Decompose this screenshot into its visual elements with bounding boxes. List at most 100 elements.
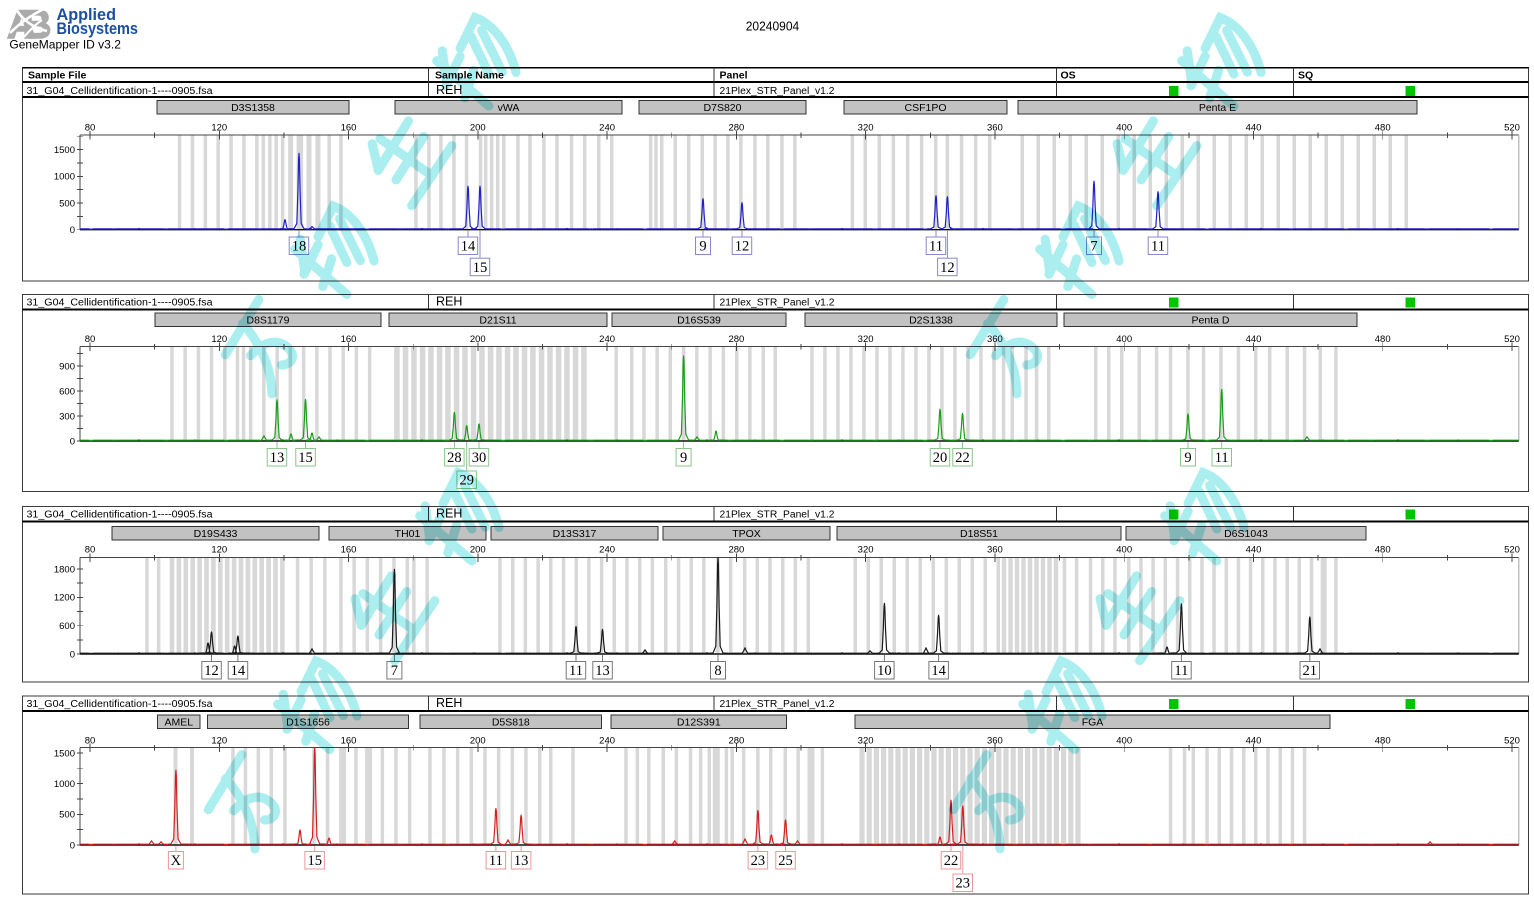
svg-text:21: 21: [1303, 663, 1318, 679]
svg-text:14: 14: [231, 663, 246, 679]
svg-text:280: 280: [728, 735, 744, 746]
svg-text:D12S391: D12S391: [677, 717, 721, 729]
svg-text:REH: REH: [436, 294, 462, 308]
svg-text:10: 10: [877, 663, 892, 679]
svg-text:900: 900: [59, 361, 75, 372]
svg-text:0: 0: [70, 840, 75, 851]
svg-text:240: 240: [599, 544, 615, 555]
svg-text:9: 9: [1184, 450, 1191, 466]
svg-text:Panel: Panel: [720, 70, 748, 82]
svg-text:120: 120: [211, 334, 227, 345]
svg-text:160: 160: [341, 122, 357, 133]
svg-text:20240904: 20240904: [746, 19, 800, 34]
svg-text:23: 23: [956, 876, 971, 892]
svg-text:D8S1179: D8S1179: [246, 315, 289, 327]
svg-text:7: 7: [391, 663, 398, 679]
svg-text:600: 600: [59, 386, 75, 397]
svg-text:OS: OS: [1061, 70, 1076, 82]
svg-text:11: 11: [1174, 663, 1188, 679]
svg-text:Sample File: Sample File: [28, 70, 87, 82]
svg-text:1500: 1500: [54, 748, 75, 759]
svg-text:320: 320: [858, 334, 874, 345]
svg-text:480: 480: [1375, 334, 1391, 345]
svg-text:360: 360: [987, 122, 1003, 133]
svg-text:25: 25: [778, 853, 793, 869]
svg-text:200: 200: [470, 735, 486, 746]
svg-text:480: 480: [1375, 122, 1391, 133]
svg-text:15: 15: [298, 450, 313, 466]
svg-text:280: 280: [728, 544, 744, 555]
svg-text:440: 440: [1246, 735, 1262, 746]
svg-text:1800: 1800: [54, 564, 75, 575]
svg-text:1000: 1000: [54, 172, 75, 183]
svg-text:21Plex_STR_Panel_v1.2: 21Plex_STR_Panel_v1.2: [720, 297, 835, 308]
svg-text:240: 240: [599, 334, 615, 345]
svg-text:280: 280: [728, 334, 744, 345]
svg-text:80: 80: [85, 122, 96, 133]
svg-text:D7S820: D7S820: [704, 102, 742, 114]
svg-text:400: 400: [1116, 544, 1132, 555]
svg-text:440: 440: [1246, 544, 1262, 555]
svg-text:11: 11: [569, 663, 583, 679]
svg-text:240: 240: [599, 122, 615, 133]
svg-text:31_G04_Cellidentification-1---: 31_G04_Cellidentification-1----0905.fsa: [27, 86, 213, 97]
svg-text:14: 14: [931, 663, 946, 679]
svg-text:240: 240: [599, 735, 615, 746]
svg-text:D6S1043: D6S1043: [1224, 528, 1268, 540]
svg-text:11: 11: [1151, 239, 1165, 255]
svg-text:9: 9: [680, 450, 687, 466]
svg-text:280: 280: [728, 122, 744, 133]
svg-text:80: 80: [85, 544, 96, 555]
svg-text:Biosystems: Biosystems: [57, 19, 139, 38]
svg-text:400: 400: [1116, 334, 1132, 345]
svg-text:400: 400: [1116, 122, 1132, 133]
svg-text:600: 600: [59, 621, 75, 632]
svg-text:200: 200: [470, 544, 486, 555]
svg-text:520: 520: [1504, 735, 1520, 746]
svg-text:160: 160: [341, 544, 357, 555]
svg-text:20: 20: [933, 450, 948, 466]
svg-text:160: 160: [341, 334, 357, 345]
svg-text:D3S1358: D3S1358: [231, 102, 275, 114]
svg-text:SQ: SQ: [1298, 70, 1313, 82]
svg-text:360: 360: [987, 544, 1003, 555]
svg-text:320: 320: [858, 544, 874, 555]
svg-text:440: 440: [1246, 334, 1262, 345]
svg-text:TH01: TH01: [395, 528, 421, 540]
svg-text:12: 12: [940, 260, 955, 276]
svg-text:11: 11: [1215, 450, 1229, 466]
svg-text:CSF1PO: CSF1PO: [904, 102, 946, 114]
svg-text:D2S1338: D2S1338: [909, 315, 953, 327]
svg-text:80: 80: [85, 735, 96, 746]
svg-text:15: 15: [307, 853, 322, 869]
svg-text:0: 0: [70, 436, 75, 447]
svg-text:11: 11: [929, 239, 943, 255]
svg-text:15: 15: [473, 260, 488, 276]
svg-text:120: 120: [211, 544, 227, 555]
svg-text:21Plex_STR_Panel_v1.2: 21Plex_STR_Panel_v1.2: [720, 86, 835, 97]
svg-text:28: 28: [447, 450, 462, 466]
svg-text:120: 120: [211, 122, 227, 133]
svg-text:520: 520: [1504, 334, 1520, 345]
svg-text:480: 480: [1375, 544, 1391, 555]
svg-text:320: 320: [858, 735, 874, 746]
svg-text:D18S51: D18S51: [960, 528, 998, 540]
svg-text:1000: 1000: [54, 779, 75, 790]
svg-text:14: 14: [461, 239, 476, 255]
svg-text:TPOX: TPOX: [732, 528, 761, 540]
svg-text:D13S317: D13S317: [553, 528, 597, 540]
svg-text:500: 500: [59, 810, 75, 821]
svg-text:12: 12: [735, 239, 750, 255]
svg-text:480: 480: [1375, 735, 1391, 746]
svg-text:1500: 1500: [54, 145, 75, 156]
svg-text:80: 80: [85, 334, 96, 345]
svg-text:Applied: Applied: [57, 5, 117, 24]
svg-text:0: 0: [70, 225, 75, 236]
svg-text:GeneMapper ID v3.2: GeneMapper ID v3.2: [9, 37, 121, 51]
svg-text:9: 9: [699, 239, 706, 255]
svg-text:31_G04_Cellidentification-1---: 31_G04_Cellidentification-1----0905.fsa: [27, 297, 213, 308]
svg-text:REH: REH: [436, 696, 462, 710]
svg-text:22: 22: [944, 853, 959, 869]
svg-text:D21S11: D21S11: [479, 315, 516, 327]
svg-text:13: 13: [270, 450, 285, 466]
